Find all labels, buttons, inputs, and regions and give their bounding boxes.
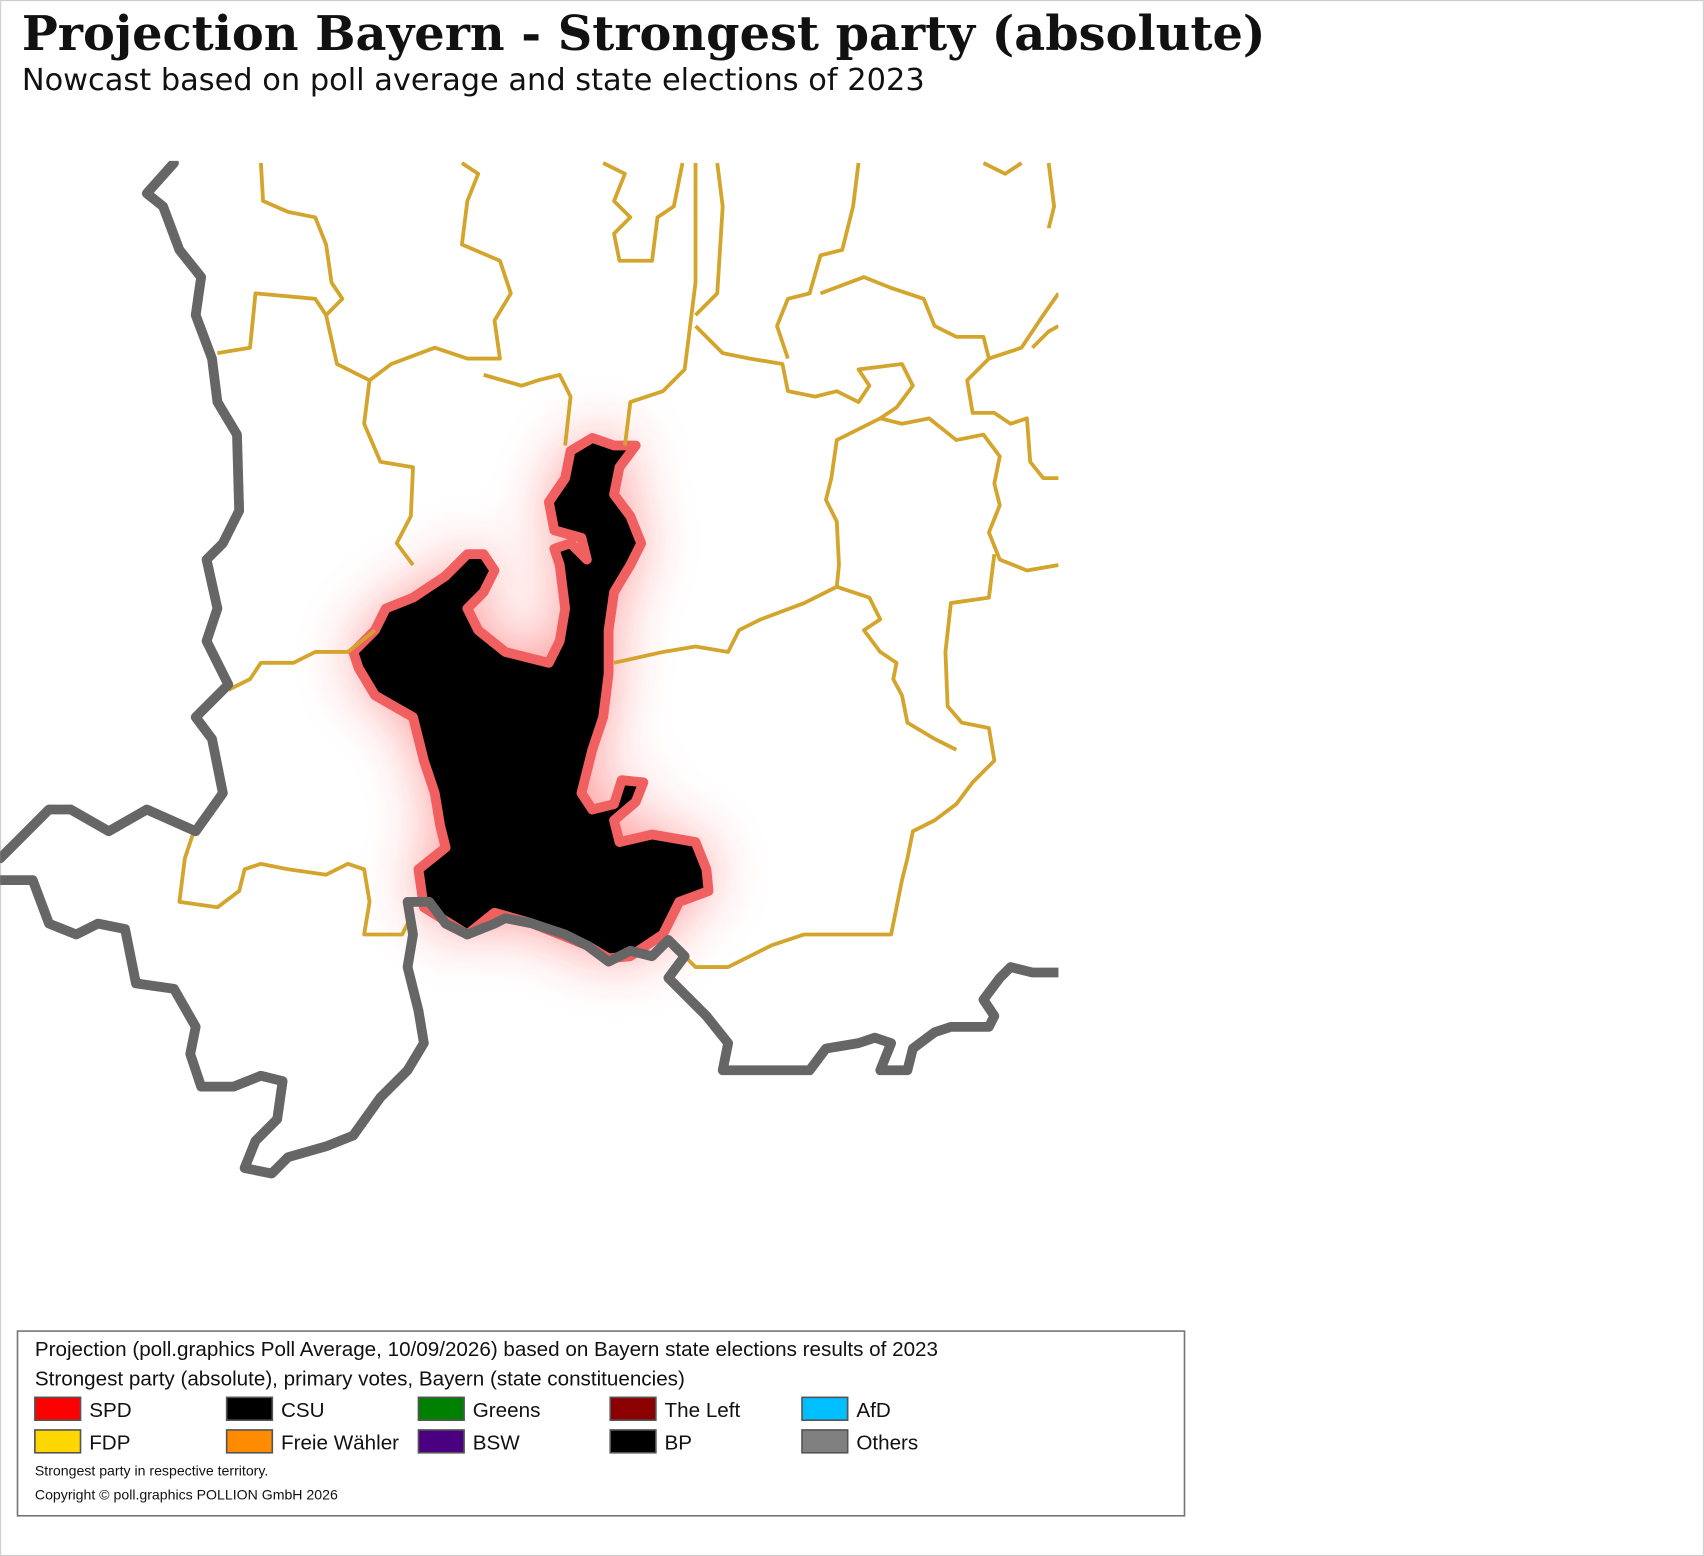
legend-label: CSU — [281, 1399, 325, 1422]
legend-label: BP — [665, 1432, 693, 1455]
legend-swatch — [34, 1429, 82, 1454]
legend-label: The Left — [665, 1399, 741, 1422]
legend-swatch — [609, 1429, 657, 1454]
legend-label: Greens — [473, 1399, 541, 1422]
legend-swatch — [417, 1429, 465, 1454]
legend-description: Strongest party (absolute), primary vote… — [35, 1367, 685, 1390]
legend-label: FDP — [89, 1432, 130, 1455]
legend-note: Strongest party in respective territory. — [35, 1463, 268, 1479]
legend: Projection (poll.graphics Poll Average, … — [16, 1330, 1186, 1517]
subtitle: Nowcast based on poll average and state … — [22, 63, 925, 98]
legend-note: Copyright © poll.graphics POLLION GmbH 2… — [35, 1486, 338, 1502]
legend-swatch — [801, 1429, 849, 1454]
legend-swatch — [225, 1429, 274, 1454]
legend-swatch — [801, 1396, 849, 1421]
legend-swatch — [609, 1396, 657, 1421]
legend-swatch — [417, 1396, 465, 1421]
map — [0, 160, 1059, 1179]
legend-swatch — [225, 1396, 274, 1421]
legend-description: Projection (poll.graphics Poll Average, … — [35, 1338, 938, 1361]
legend-label: BSW — [473, 1432, 521, 1455]
legend-label: SPD — [89, 1399, 131, 1422]
legend-label: Freie Wähler — [281, 1432, 399, 1455]
state-border — [0, 875, 1059, 1179]
title: Projection Bayern - Strongest party (abs… — [22, 6, 1266, 62]
strongest-region — [348, 433, 714, 964]
legend-box — [16, 1330, 1186, 1517]
state-border — [0, 160, 245, 864]
legend-label: Others — [856, 1432, 918, 1455]
constituency-borders — [177, 161, 1059, 969]
legend-swatch — [34, 1396, 82, 1421]
legend-label: AfD — [856, 1399, 890, 1422]
